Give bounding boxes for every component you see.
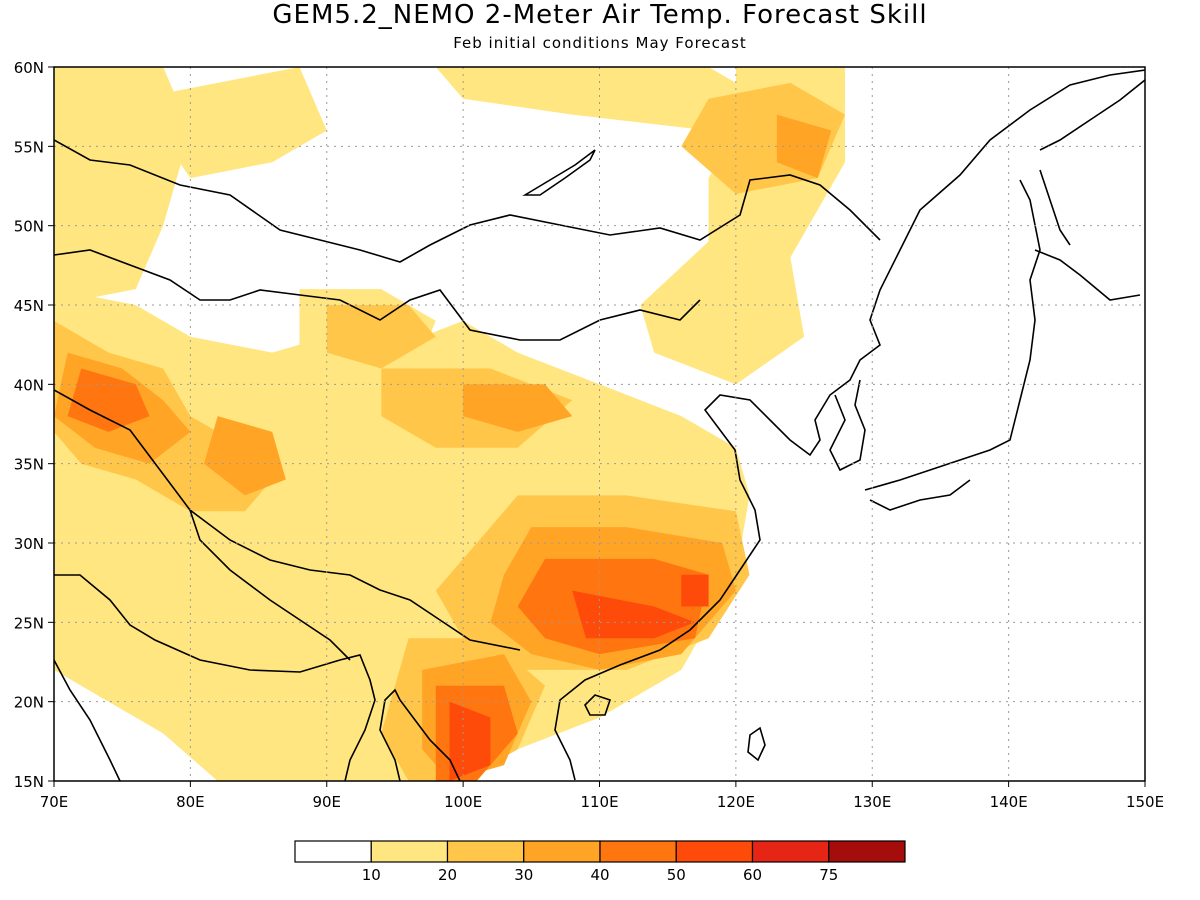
colorbar-label: 40 bbox=[590, 866, 609, 884]
skill-region-level-4 bbox=[67, 368, 150, 432]
lat-tick-label: 15N bbox=[14, 773, 44, 791]
colorbar-label: 10 bbox=[362, 866, 381, 884]
skill-region-level-5 bbox=[572, 590, 695, 639]
map-subtitle: Feb initial conditions May Forecast bbox=[453, 34, 747, 52]
skill-region-level-1 bbox=[135, 67, 327, 179]
axis-ticks bbox=[48, 66, 1146, 787]
lon-tick-label: 110E bbox=[580, 793, 618, 811]
colorbar-label: 50 bbox=[667, 866, 686, 884]
lat-tick-label: 45N bbox=[14, 297, 44, 315]
skill-region-level-3 bbox=[463, 384, 573, 432]
skill-region-level-5 bbox=[681, 574, 709, 607]
lat-tick-label: 50N bbox=[14, 218, 44, 236]
colorbar-swatch bbox=[294, 840, 372, 863]
skill-region-level-3 bbox=[204, 416, 286, 496]
skill-region-level-2 bbox=[326, 305, 436, 369]
coastline-hokkaido bbox=[1034, 249, 1141, 301]
lon-tick-label: 120E bbox=[717, 793, 755, 811]
colorbar-label: 60 bbox=[743, 866, 762, 884]
latitude-labels: 15N 20N 25N 30N 35N 40N 45N 50N 55N 60N bbox=[14, 59, 44, 791]
coastline-india-west bbox=[54, 659, 121, 781]
coastline-kamchatka bbox=[1039, 79, 1145, 151]
colorbar-swatch bbox=[675, 840, 754, 863]
lat-tick-label: 35N bbox=[14, 456, 44, 474]
skill-region-level-5 bbox=[449, 701, 491, 781]
map-title: GEM5.2_NEMO 2-Meter Air Temp. Forecast S… bbox=[272, 0, 928, 30]
colorbar-swatch bbox=[446, 840, 525, 863]
coastline-peninsula bbox=[379, 688, 461, 781]
colorbar-label: 75 bbox=[819, 866, 838, 884]
lon-tick-label: 70E bbox=[40, 793, 69, 811]
colorbar-swatch bbox=[599, 840, 677, 863]
skill-region-level-1 bbox=[435, 67, 764, 131]
colorbar-swatch bbox=[523, 840, 601, 863]
lake-baikal bbox=[522, 149, 596, 196]
lon-tick-label: 100E bbox=[444, 793, 482, 811]
lon-tick-label: 150E bbox=[1126, 793, 1164, 811]
lon-tick-label: 130E bbox=[853, 793, 891, 811]
lon-tick-label: 90E bbox=[312, 793, 341, 811]
colorbar-swatch bbox=[370, 840, 449, 863]
coastline-mainland bbox=[554, 69, 1145, 781]
coastline-korea bbox=[829, 379, 866, 472]
coastline-taiwan bbox=[747, 726, 766, 762]
coastline-india bbox=[54, 574, 376, 781]
lat-tick-label: 40N bbox=[14, 376, 44, 394]
lat-tick-label: 55N bbox=[14, 138, 44, 156]
colorbar-swatch bbox=[828, 840, 906, 863]
colorbar-swatch bbox=[751, 840, 830, 863]
lat-tick-label: 30N bbox=[14, 535, 44, 553]
colorbar: 10 20 30 40 50 60 75 bbox=[294, 840, 906, 884]
lat-tick-label: 60N bbox=[14, 59, 44, 77]
skill-fill-layer bbox=[54, 67, 845, 781]
coastline-sakhalin bbox=[1039, 169, 1071, 246]
lat-tick-label: 25N bbox=[14, 614, 44, 632]
border-tibet bbox=[54, 389, 521, 651]
coastline-japan bbox=[864, 179, 1041, 491]
longitude-labels: 70E 80E 90E 100E 110E 120E 130E 140E 150E bbox=[40, 793, 1164, 811]
coastline-hainan bbox=[584, 694, 612, 716]
border-north bbox=[54, 139, 881, 263]
graticule bbox=[54, 67, 1145, 781]
lat-tick-label: 20N bbox=[14, 694, 44, 712]
lon-tick-label: 140E bbox=[990, 793, 1028, 811]
lon-tick-label: 80E bbox=[176, 793, 205, 811]
border-himalaya bbox=[189, 509, 351, 661]
colorbar-label: 20 bbox=[438, 866, 457, 884]
colorbar-label: 30 bbox=[514, 866, 533, 884]
coastline-japan-south bbox=[869, 479, 971, 511]
